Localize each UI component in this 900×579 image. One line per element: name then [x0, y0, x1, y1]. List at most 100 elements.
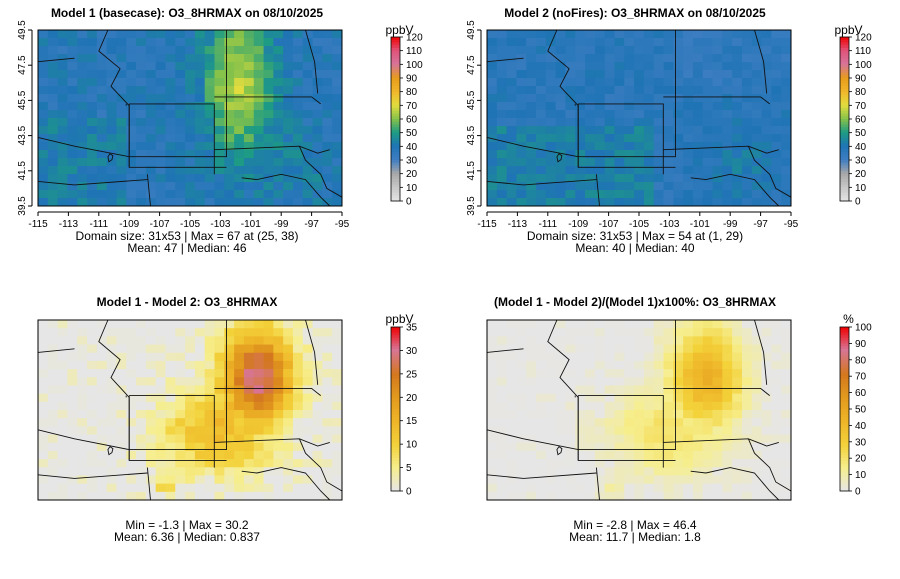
heatmap-cell — [322, 369, 333, 378]
heatmap-cell — [536, 78, 547, 87]
heatmap-cell — [47, 385, 59, 395]
heatmap-cell — [487, 467, 498, 476]
heatmap-cell — [712, 393, 723, 403]
heatmap-cell — [96, 46, 108, 55]
heatmap-cell — [751, 459, 762, 468]
heatmap-cell — [663, 393, 674, 403]
heatmap-cell — [136, 320, 147, 329]
heatmap-cell — [516, 158, 527, 167]
heatmap-cell — [624, 434, 635, 444]
heatmap-cell — [253, 142, 264, 151]
heatmap-cell — [634, 459, 645, 468]
heatmap-cell — [165, 30, 176, 39]
heatmap-cell — [204, 182, 215, 191]
heatmap-cell — [96, 54, 108, 63]
heatmap-cell — [643, 30, 655, 39]
legend-swatch — [840, 441, 849, 445]
heatmap-cell — [302, 442, 313, 452]
heatmap-cell — [67, 320, 78, 329]
heatmap-cell — [751, 70, 762, 79]
legend-swatch — [840, 110, 849, 114]
heatmap-cell — [545, 393, 557, 403]
heatmap-cell — [594, 46, 606, 55]
heatmap-cell — [273, 483, 284, 493]
heatmap-cell — [673, 475, 684, 485]
legend-swatch — [840, 444, 849, 448]
heatmap-cell — [487, 352, 498, 362]
heatmap-cell — [516, 110, 527, 119]
heatmap-cell — [126, 442, 137, 452]
heatmap-cell — [165, 158, 176, 167]
heatmap-cell — [604, 70, 615, 79]
heatmap-cell — [204, 450, 215, 460]
legend-swatch — [391, 460, 400, 465]
legend-swatch — [840, 376, 849, 380]
heatmap-cell — [145, 158, 157, 167]
heatmap-cell — [496, 467, 508, 476]
state-border — [486, 348, 524, 353]
heatmap-cell — [496, 134, 508, 143]
heatmap-cell — [234, 126, 245, 135]
heatmap-cell — [585, 46, 596, 55]
heatmap-cell — [545, 344, 557, 354]
heatmap-cell — [243, 467, 255, 476]
heatmap-cell — [234, 54, 245, 63]
heatmap-cell — [653, 475, 664, 485]
legend-tick-label: 90 — [855, 339, 867, 350]
heatmap-cell — [96, 78, 108, 87]
heatmap-cell — [634, 418, 645, 427]
heatmap-cell — [106, 182, 117, 191]
panel-caption: Mean: 11.7 | Median: 1.8 — [569, 530, 701, 544]
heatmap-cell — [585, 360, 596, 370]
heatmap-cell — [243, 30, 255, 39]
heatmap-cell — [487, 442, 498, 452]
heatmap-cell — [292, 410, 304, 419]
heatmap-cell — [653, 450, 664, 460]
heatmap-cell — [77, 344, 88, 354]
heatmap-cell — [67, 385, 78, 395]
heatmap-cell — [506, 30, 517, 39]
heatmap-cell — [204, 459, 215, 468]
heatmap-cell — [536, 142, 547, 151]
heatmap-cell — [487, 198, 498, 207]
heatmap-cell — [283, 483, 294, 493]
y-tick-label: 43.5 — [466, 125, 477, 145]
heatmap-cell — [136, 118, 147, 127]
heatmap-cell — [751, 62, 762, 71]
heatmap-cell — [702, 336, 713, 345]
heatmap-cell — [624, 393, 635, 403]
heatmap-cell — [253, 475, 264, 485]
legend-swatch — [840, 354, 849, 358]
heatmap-cell — [47, 344, 59, 354]
heatmap-cell — [312, 150, 323, 159]
heatmap-cell — [165, 78, 176, 87]
heatmap-cell — [771, 450, 782, 460]
heatmap-cell — [575, 38, 586, 47]
heatmap-cell — [604, 450, 615, 460]
heatmap-cell — [663, 491, 674, 501]
heatmap-cell — [175, 344, 186, 354]
heatmap-cell — [67, 336, 78, 345]
heatmap-cell — [292, 78, 304, 87]
heatmap-cell — [332, 110, 343, 119]
heatmap-cell — [234, 475, 245, 485]
heatmap-cell — [771, 46, 782, 55]
heatmap-cell — [253, 369, 264, 378]
heatmap-cell — [234, 491, 245, 501]
heatmap-cell — [283, 38, 294, 47]
heatmap-cell — [643, 467, 655, 476]
heatmap-cell — [273, 78, 284, 87]
heatmap-cell — [332, 46, 343, 55]
heatmap-cell — [322, 401, 333, 411]
heatmap-cell — [106, 344, 117, 354]
heatmap-cell — [516, 352, 527, 362]
heatmap-cell — [263, 38, 274, 47]
legend-swatch — [391, 75, 400, 79]
heatmap-cell — [643, 198, 655, 207]
heatmap-cell — [732, 158, 743, 167]
heatmap-cell — [545, 360, 557, 370]
heatmap-cell — [614, 102, 625, 111]
heatmap-cell — [555, 385, 566, 395]
heatmap-cell — [565, 467, 576, 476]
heatmap-cell — [263, 126, 274, 135]
